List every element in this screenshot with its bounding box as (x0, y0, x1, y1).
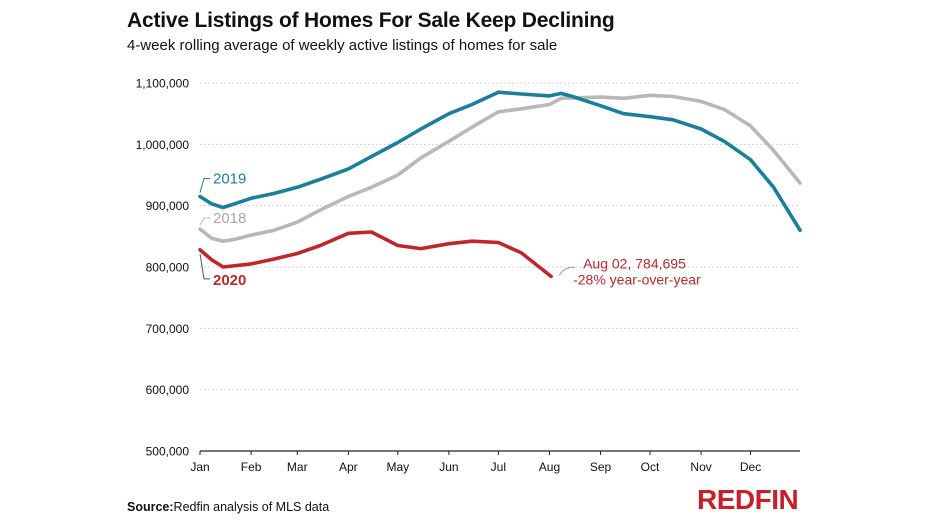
x-tick-label: Dec (740, 460, 761, 474)
series-label-2019: 2019 (213, 170, 246, 187)
grid-lines (200, 82, 800, 452)
x-tick-label: Aug (539, 460, 560, 474)
x-tick-label: May (386, 460, 409, 474)
source-text: Redfin analysis of MLS data (173, 500, 330, 514)
y-tick-label: 1,000,000 (136, 138, 190, 152)
x-tick-label: Jan (190, 460, 209, 474)
x-tick-label: Nov (690, 460, 711, 474)
label-leader-2019 (199, 177, 210, 193)
x-tick-label: Apr (339, 460, 358, 474)
series-label-2018: 2018 (213, 210, 246, 227)
y-axis-ticks: 500,000 600,000 700,000 800,000 900,000 1,000… (136, 77, 190, 459)
y-tick-label: 800,000 (146, 261, 190, 275)
x-tick-label: Jul (491, 460, 506, 474)
x-tick-label: Mar (287, 460, 308, 474)
label-leader-2018 (199, 217, 210, 226)
x-tick-label: Feb (241, 460, 262, 474)
series-line-2019 (198, 90, 802, 232)
endpoint-yoy-label: -28% year-over-year (573, 271, 701, 287)
series-lines (198, 90, 802, 279)
series-line-2018 (198, 93, 802, 243)
y-tick-label: 600,000 (146, 383, 190, 397)
source-note: Source:Redfin analysis of MLS data (127, 500, 329, 514)
chart-subtitle: 4-week rolling average of weekly active … (127, 37, 558, 54)
chart-title: Active Listings of Homes For Sale Keep D… (127, 9, 615, 32)
redfin-logo: REDFIN (697, 484, 799, 515)
source-label: Source: (127, 500, 174, 514)
y-tick-label: 700,000 (146, 322, 190, 336)
y-tick-label: 900,000 (146, 199, 190, 213)
x-tick-label: Jun (439, 460, 458, 474)
series-label-2020: 2020 (213, 272, 246, 289)
x-axis-ticks: Jan Feb Mar Apr May Jun Jul Aug Sep Oct Nov Dec (190, 451, 761, 474)
x-tick-label: Sep (590, 460, 612, 474)
series-line-2020 (198, 230, 553, 279)
annotations: 2019 2018 2020 Aug 02, 784,695-28% year-ove… (199, 170, 701, 289)
x-tick-label: Oct (641, 460, 660, 474)
y-tick-label: 500,000 (146, 445, 190, 459)
y-tick-label: 1,100,000 (136, 77, 190, 91)
endpoint-value-label: Aug 02, 784,695 (583, 255, 686, 271)
endpoint-leader (558, 266, 576, 276)
label-leader-2020 (199, 253, 210, 280)
